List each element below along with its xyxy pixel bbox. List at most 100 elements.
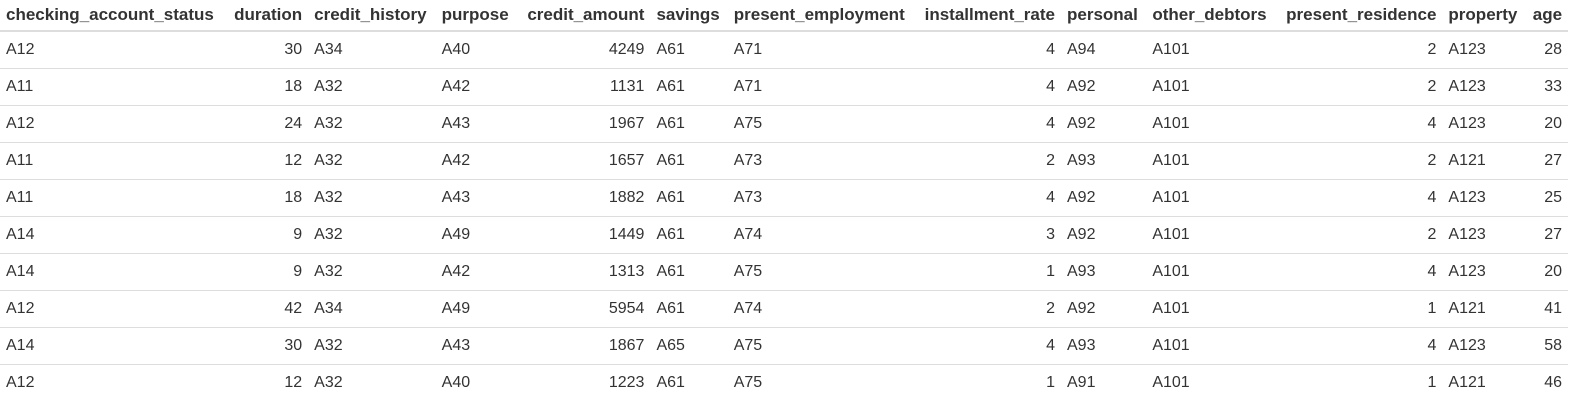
- cell-savings: A61: [650, 216, 728, 254]
- cell-installment-rate: 4: [1046, 41, 1055, 58]
- cell-age: 27: [1526, 142, 1568, 180]
- table-row: A12 12 A32 A40 1223 A61 A75 1 A91 A101 1 A121 46: [0, 364, 1568, 401]
- cell-credit-amount: 1967: [517, 105, 651, 143]
- cell-property: A121: [1442, 364, 1527, 401]
- cell-duration: 24: [223, 105, 309, 143]
- cell-purpose: A43: [435, 179, 518, 217]
- table-row: A11 18 A32 A43 1882 A61 A73 4 A92 A101 4 A123 25: [0, 179, 1568, 217]
- cell-checking-account-status: A12: [0, 105, 224, 143]
- cell-age: 41: [1526, 290, 1568, 328]
- cell-present-employment: A75: [727, 364, 917, 401]
- cell-duration: 12: [223, 364, 309, 401]
- column-header-checking-account-status: checking_account_status: [0, 0, 224, 32]
- table-row: A14 9 A32 A42 1313 A61 A75 1 A93 A101 4 A123 20: [0, 253, 1568, 291]
- table-header: checking_account_status duration credit_hi…: [0, 0, 1568, 32]
- cell-savings: A61: [650, 105, 728, 143]
- cell-other-debtors: A101: [1146, 290, 1277, 328]
- cell-savings: A61: [650, 68, 728, 106]
- cell-purpose: A40: [435, 364, 518, 401]
- cell-duration: 18: [223, 179, 309, 217]
- cell-installment-rate: 4: [916, 179, 1061, 217]
- column-header-age: age: [1526, 0, 1568, 32]
- cell-personal: A93: [1061, 142, 1147, 180]
- table-row: A12 42 A34 A49 5954 A61 A74 2 A92 A101 1 A121 41: [0, 290, 1568, 328]
- cell-age: 46: [1526, 364, 1568, 401]
- cell-property: A123: [1448, 41, 1486, 58]
- table-body: A12 30 A34 A40 4249 A61 A71 4 A94 A101 2 A123 28 A11 1…: [0, 31, 1568, 401]
- cell-installment-rate: 2: [916, 290, 1061, 328]
- column-header-purpose: purpose: [435, 0, 518, 32]
- cell-personal: A93: [1061, 327, 1147, 365]
- cell-present-residence: 1: [1276, 364, 1443, 401]
- cell-duration: 9: [223, 216, 309, 254]
- cell-installment-rate: 2: [916, 142, 1061, 180]
- cell-property: A123: [1442, 179, 1527, 217]
- cell-age: 28: [1544, 41, 1562, 58]
- cell-checking-account-status: A12: [6, 41, 35, 58]
- cell-credit-amount: 1867: [517, 327, 651, 365]
- cell-age: 25: [1526, 179, 1568, 217]
- cell-present-employment: A75: [727, 253, 917, 291]
- cell-present-residence: 4: [1276, 327, 1443, 365]
- cell-checking-account-status: A14: [0, 327, 224, 365]
- table-row: A14 9 A32 A49 1449 A61 A74 3 A92 A101 2 A123 27: [0, 216, 1568, 254]
- cell-savings: A61: [650, 179, 728, 217]
- column-header-present-employment: present_employment: [727, 0, 917, 32]
- cell-checking-account-status: A12: [0, 290, 224, 328]
- cell-other-debtors: A101: [1146, 253, 1277, 291]
- cell-age: 58: [1526, 327, 1568, 365]
- cell-purpose: A43: [435, 327, 518, 365]
- cell-duration: 30: [284, 41, 303, 58]
- header-row: checking_account_status duration credit_hi…: [0, 0, 1568, 32]
- cell-installment-rate: 1: [916, 253, 1061, 291]
- cell-purpose: A40: [441, 41, 471, 58]
- cell-purpose: A42: [435, 142, 518, 180]
- cell-savings: A61: [650, 253, 728, 291]
- cell-personal: A92: [1061, 216, 1147, 254]
- cell-duration: 12: [223, 142, 309, 180]
- cell-savings: A61: [650, 290, 728, 328]
- cell-credit-amount: 1449: [517, 216, 651, 254]
- cell-personal: A92: [1061, 179, 1147, 217]
- cell-credit-amount: 1131: [517, 68, 651, 106]
- column-header-personal: personal: [1061, 0, 1147, 32]
- cell-other-debtors: A101: [1146, 105, 1277, 143]
- cell-installment-rate: 4: [916, 105, 1061, 143]
- cell-credit-history: A32: [308, 105, 436, 143]
- cell-credit-amount: 4249: [608, 41, 645, 58]
- cell-checking-account-status: A11: [0, 179, 224, 217]
- cell-purpose: A43: [435, 105, 518, 143]
- cell-present-employment: A71: [733, 41, 763, 58]
- cell-duration: 42: [223, 290, 309, 328]
- cell-other-debtors: A101: [1152, 41, 1190, 58]
- cell-other-debtors: A101: [1146, 68, 1277, 106]
- cell-credit-history: A34: [314, 41, 343, 58]
- column-header-duration: duration: [223, 0, 309, 32]
- cell-present-employment: A71: [727, 68, 917, 106]
- cell-personal: A94: [1067, 41, 1096, 58]
- cell-property: A123: [1442, 216, 1527, 254]
- cell-credit-history: A32: [308, 142, 436, 180]
- cell-property: A121: [1442, 290, 1527, 328]
- cell-property: A123: [1442, 327, 1527, 365]
- table-row: A11 12 A32 A42 1657 A61 A73 2 A93 A101 2 A121 27: [0, 142, 1568, 180]
- cell-other-debtors: A101: [1146, 327, 1277, 365]
- cell-present-employment: A73: [727, 142, 917, 180]
- cell-property: A121: [1442, 142, 1527, 180]
- cell-credit-history: A32: [308, 179, 436, 217]
- cell-present-residence: 4: [1276, 253, 1443, 291]
- cell-installment-rate: 4: [916, 327, 1061, 365]
- cell-checking-account-status: A14: [0, 253, 224, 291]
- cell-credit-history: A32: [308, 68, 436, 106]
- table-row: A11 18 A32 A42 1131 A61 A71 4 A92 A101 2 A123 33: [0, 68, 1568, 106]
- cell-credit-amount: 1313: [517, 253, 651, 291]
- cell-credit-history: A32: [308, 216, 436, 254]
- column-header-present-residence: present_residence: [1276, 0, 1443, 32]
- cell-present-employment: A74: [727, 290, 917, 328]
- column-header-credit-history: credit_history: [308, 0, 436, 32]
- cell-credit-amount: 1882: [517, 179, 651, 217]
- table-row: A12 24 A32 A43 1967 A61 A75 4 A92 A101 4 A123 20: [0, 105, 1568, 143]
- cell-personal: A91: [1061, 364, 1147, 401]
- column-header-property: property: [1442, 0, 1527, 32]
- cell-credit-amount: 5954: [517, 290, 651, 328]
